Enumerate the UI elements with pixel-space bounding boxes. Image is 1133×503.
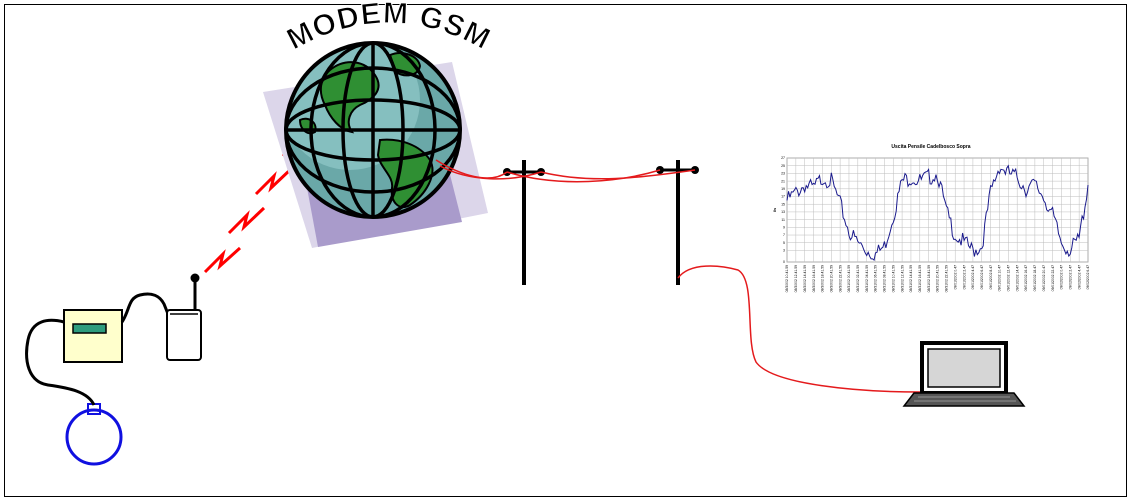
phone-wires [435,159,921,393]
globe-grid [286,43,460,217]
chart-xticks: 08/30/02 10.41.59 08/30/02 12.41.59 08/30/… [785,265,1090,292]
datalogger-box [63,309,123,363]
signal-bolt-1 [203,246,242,274]
chart-xtick-label: 08/31/02 02.41.59 [856,265,860,292]
chart-xtick-label: 09/01/2002 2.47 [962,265,966,290]
chart-ytick-label: 23 [781,172,785,176]
chart-xtick-label: 08/31/02 22.41.59 [945,265,949,292]
laptop [902,341,1026,407]
chart-xtick-label: 09/01/2002 12.47 [1007,265,1011,292]
chart-xtick-label: 09/02/2002 0.47 [1060,265,1064,290]
chart-ytick-label: 19 [781,187,785,191]
signal-bolt-3 [254,167,293,196]
datalogger-display [72,323,107,334]
chart-xtick-label: 08/30/02 22.41.59 [838,265,842,292]
chart-xtick-label: 09/01/2002 6.47 [980,265,984,290]
data-logger [63,309,123,363]
globe-detail [286,43,460,217]
chart-xtick-label: 09/01/2002 4.47 [971,265,975,290]
chart-xtick-label: 09/01/2002 14.47 [1015,265,1019,292]
chart-xtick-label: 08/31/02 08.41.59 [883,265,887,292]
chart-xtick-label: 09/01/2002 16.47 [1024,265,1028,292]
chart-ytick-label: 13 [781,210,785,214]
chart-ytick-label: 21 [781,179,785,183]
chart-ytick-label: 11 [781,218,785,222]
chart-xtick-label: 09/02/2002 4.47 [1077,265,1081,290]
chart-xtick-label: 08/30/02 14.41.59 [803,265,807,292]
chart-ytick-label: 0 [783,260,785,264]
pressure-sensor [65,403,123,466]
chart-xtick-label: 08/31/02 06.41.59 [874,265,878,292]
laptop-keyboard [902,392,1026,407]
laptop-display [927,348,1001,388]
sensor-cable [25,318,96,406]
chart-ytick-label: 9 [783,226,785,230]
chart-xtick-label: 08/31/02 14.41.59 [909,265,913,292]
chart-xtick-label: 08/31/02 10.41.59 [891,265,895,292]
chart-xtick-label: 08/31/02 20.41.59 [936,265,940,292]
chart-xtick-label: 08/30/02 18.41.59 [821,265,825,292]
chart-ytick-label: 15 [781,202,785,206]
chart: Uscita Pensile Cadelbosco Sopra l/s 0 3 5 7… [772,144,1090,292]
chart-xtick-label: 09/02/2002 6.47 [1086,265,1090,290]
globe-group [263,41,488,248]
chart-xtick-label: 08/30/02 12.41.59 [794,265,798,292]
modem-cable [120,292,170,323]
laptop-keys [914,396,1016,402]
telephone-pole-2 [656,160,699,285]
chart-xtick-label: 09/01/2002 20.47 [1042,265,1046,292]
chart-ytick-label: 5 [783,241,785,245]
chart-xtick-label: 08/31/02 00.41.59 [847,265,851,292]
chart-xtick-label: 08/30/02 10.41.59 [785,265,789,292]
chart-ytick-label: 3 [783,249,785,253]
sensor-bulb [65,408,123,466]
chart-xtick-label: 08/31/02 12.41.59 [900,265,904,292]
chart-xtick-label: 09/01/2002 8.47 [989,265,993,290]
chart-series-line [786,164,1089,262]
chart-xtick-label: 09/01/2002 18.47 [1033,265,1037,292]
chart-title: Uscita Pensile Cadelbosco Sopra [891,144,970,150]
chart-xtick-label: 08/30/02 16.41.59 [812,265,816,292]
modem-antenna-tip [190,273,200,283]
chart-yticks: 0 3 5 7 9 11 13 15 17 19 21 23 25 27 [781,156,785,264]
chart-ytick-label: 25 [781,164,785,168]
gsm-modem [166,273,202,361]
chart-xtick-label: 08/31/02 18.41.59 [927,265,931,292]
chart-xtick-label: 09/02/2002 2.47 [1068,265,1072,290]
chart-xtick-label: 09/01/2002 22.47 [1051,265,1055,292]
chart-ytick-label: 27 [781,156,785,160]
chart-xtick-label: 08/30/02 20.41.59 [829,265,833,292]
modem-body [166,309,202,361]
chart-ylabel: l/s [772,207,777,212]
chart-xtick-label: 08/31/02 04.41.59 [865,265,869,292]
chart-ytick-label: 7 [783,233,785,237]
diagram-frame [4,4,1127,497]
signal-bolt-2 [227,206,266,235]
chart-xtick-label: 09/01/2002 10.47 [998,265,1002,292]
chart-xtick-label: 09/01/2002 0.47 [953,265,957,290]
chart-ytick-label: 17 [781,195,785,199]
chart-xtick-label: 08/31/02 16.41.59 [918,265,922,292]
